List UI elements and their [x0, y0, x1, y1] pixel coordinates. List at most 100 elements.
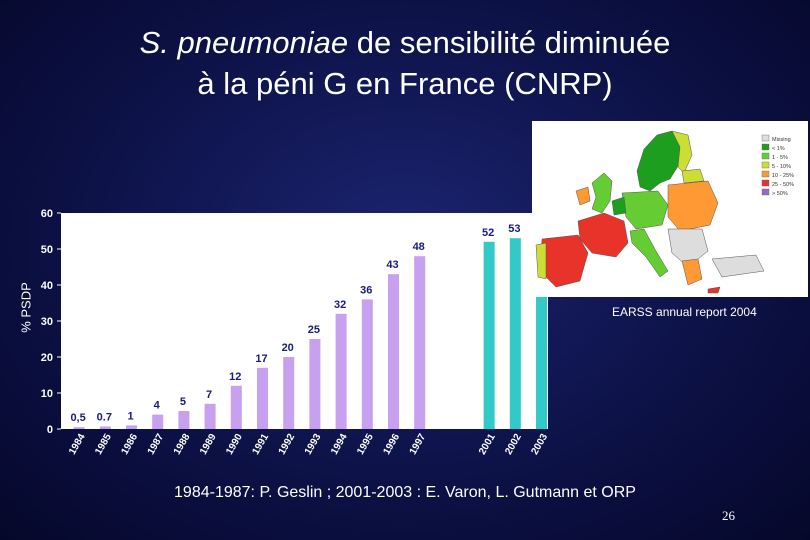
value-label-1996: 43: [386, 259, 398, 271]
bar-chart: 0 10 20 30 40 50 60 0,5 0.7 1 4 5 7 12 17 20 25 32 36 43 48…: [41, 208, 551, 457]
value-label-1987: 4: [154, 400, 161, 412]
plot-area: [61, 213, 548, 429]
value-label-1990: 12: [229, 371, 241, 383]
bars: [73, 238, 548, 429]
bar-1993: [309, 339, 321, 429]
central-europe-region: [621, 190, 669, 230]
ireland-region: [575, 186, 591, 206]
legend-swatch: [761, 170, 770, 178]
y-tick-label: 50: [41, 244, 53, 256]
bar-1991: [257, 367, 268, 429]
bar-1996: [388, 274, 399, 429]
legend-label: > 50%: [772, 191, 788, 197]
uk-region: [591, 172, 613, 214]
legend-swatch: [761, 161, 770, 169]
x-tick-label-1991: 1991: [250, 432, 271, 457]
map-legend: Missing < 1% 1 - 5% 5 - 10% 10 - 25% 25 - 50%…: [761, 134, 794, 197]
bar-1997: [414, 256, 426, 429]
legend-label: < 1%: [772, 146, 785, 152]
bar-1995: [361, 299, 373, 429]
map-source: EARSS annual report 2004: [612, 305, 757, 319]
species-name: S. pneumoniae: [139, 25, 349, 60]
greece-region: [681, 258, 703, 286]
value-label-1993: 25: [308, 324, 320, 336]
value-label-1986: 1: [127, 410, 133, 422]
y-axis: 0 10 20 30 40 50 60: [41, 208, 61, 436]
europe-map: Missing < 1% 1 - 5% 5 - 10% 10 - 25% 25 - 50%…: [532, 121, 808, 297]
bar-2002: [509, 238, 521, 429]
bar-1989: [204, 403, 216, 429]
bar-2003: [536, 256, 548, 429]
slide-number: 26: [722, 508, 735, 523]
x-tick-label-1988: 1988: [172, 432, 193, 457]
eastern-europe-region: [667, 180, 719, 232]
footer-credits: 1984-1987: P. Geslin ; 2001-2003 : E. Va…: [174, 484, 636, 501]
y-tick-label: 20: [41, 352, 53, 364]
legend-label: 25 - 50%: [772, 182, 794, 188]
legend-label: 10 - 25%: [772, 173, 794, 179]
value-label-2002: 53: [508, 223, 520, 235]
bar-1990: [230, 385, 242, 429]
value-label-1991: 17: [255, 353, 267, 365]
value-label-1988: 5: [180, 396, 186, 408]
bar-2001: [483, 241, 495, 429]
value-label-1989: 7: [206, 389, 212, 401]
benelux-region: [611, 196, 627, 216]
x-tick-label-2003: 2003: [529, 432, 550, 457]
legend-swatch: [761, 152, 770, 160]
bar-1992: [283, 357, 295, 429]
x-tick-label-1996: 1996: [381, 432, 402, 457]
value-label-1995: 36: [360, 284, 372, 296]
baltic-region: [681, 168, 705, 184]
legend-swatch: [761, 134, 770, 142]
slide-title-line2: à la péni G en France (CNRP): [197, 66, 613, 101]
title-line1-rest: de sensibilité diminuée: [348, 25, 671, 60]
legend-label: 5 - 10%: [772, 164, 791, 170]
legend-swatch: [761, 179, 770, 187]
bar-1988: [178, 411, 190, 429]
italy-region: [629, 228, 669, 278]
x-tick-label-2001: 2001: [477, 432, 498, 457]
y-tick-label: 40: [41, 280, 53, 292]
x-tick-label-1986: 1986: [119, 432, 140, 457]
bar-1987: [152, 414, 164, 429]
x-tick-label-1995: 1995: [355, 432, 376, 457]
y-axis-label: % PSDP: [18, 282, 34, 333]
france-region: [577, 212, 629, 258]
x-tick-label-1990: 1990: [224, 432, 245, 457]
legend-label: 1 - 5%: [772, 155, 788, 161]
y-tick-label: 60: [41, 208, 53, 220]
x-axis: 1984 1985 1986 1987 1988 1989 1990 1991 1992 1993…: [67, 432, 550, 457]
slide-title-line1: S. pneumoniae de sensibilité diminuée: [0, 25, 810, 61]
portugal-region: [535, 242, 547, 280]
x-tick-label-1984: 1984: [67, 432, 88, 457]
x-tick-label-1992: 1992: [277, 432, 298, 457]
value-label-1992: 20: [282, 342, 294, 354]
legend-label: Missing: [772, 137, 791, 143]
legend-swatch: [761, 143, 770, 151]
bar-1985: [99, 426, 111, 429]
y-tick-label: 10: [41, 388, 53, 400]
x-tick-label-1993: 1993: [303, 432, 324, 457]
x-tick-label-1987: 1987: [146, 432, 167, 457]
x-tick-label-2002: 2002: [503, 432, 524, 457]
value-label-1997: 48: [413, 241, 425, 253]
bar-1994: [335, 313, 347, 429]
bar-1986: [126, 425, 137, 429]
turkey-region: [711, 254, 765, 278]
x-tick-label-1985: 1985: [93, 432, 114, 457]
y-tick-label: 30: [41, 316, 53, 328]
bar-1984: [73, 427, 85, 429]
x-tick-label-1989: 1989: [198, 432, 219, 457]
y-tick-label: 0: [47, 424, 53, 436]
value-label-1984: 0,5: [70, 412, 85, 424]
value-label-2001: 52: [482, 227, 494, 239]
legend-swatch: [761, 188, 770, 196]
value-label-1985: 0.7: [97, 411, 112, 423]
europe-map-image: Missing < 1% 1 - 5% 5 - 10% 10 - 25% 25 - 50%…: [532, 121, 808, 297]
cyprus-region: [707, 286, 721, 294]
x-tick-label-1997: 1997: [408, 432, 429, 457]
sample-size-annotation: n = 46 240 souches: [116, 239, 239, 255]
x-tick-label-1994: 1994: [329, 432, 350, 457]
value-label-1994: 32: [334, 299, 346, 311]
